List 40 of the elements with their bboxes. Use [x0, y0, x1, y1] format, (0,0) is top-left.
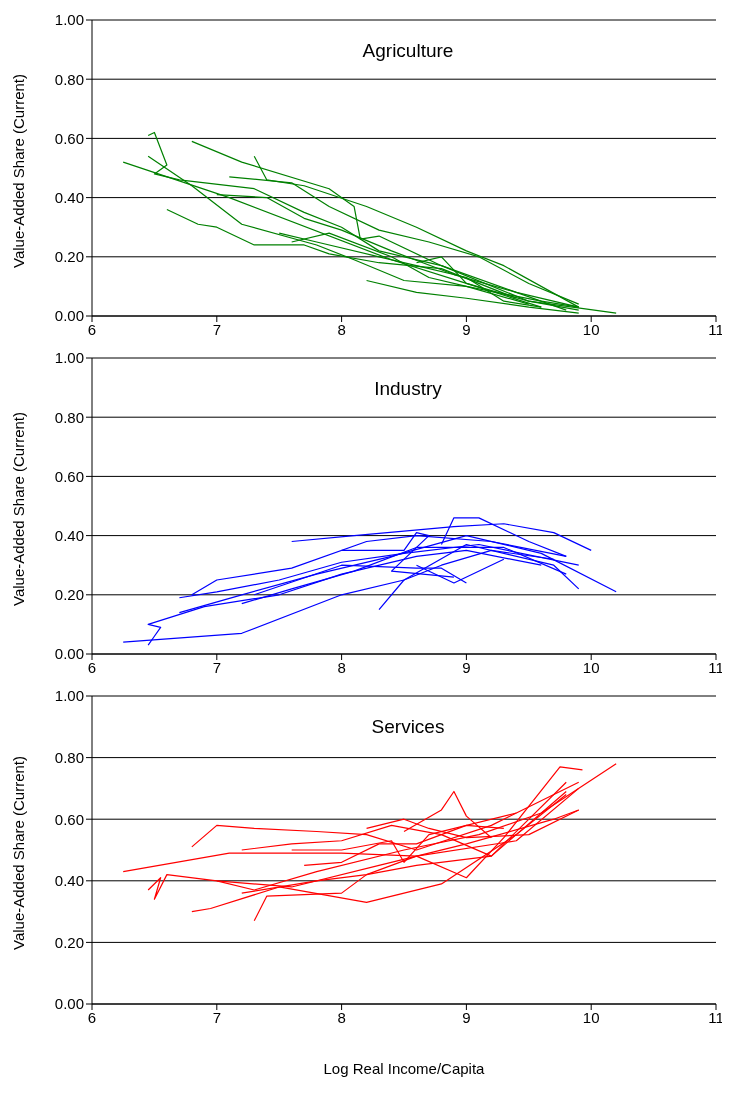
y-axis-title: Value-Added Share (Current): [10, 74, 28, 268]
y-tick-label: 0.20: [54, 586, 84, 604]
y-axis-title: Value-Added Share (Current): [10, 412, 28, 606]
y-tick-label: 0.60: [54, 810, 84, 828]
y-tick-label: 0.80: [54, 70, 84, 88]
x-tick-label: 9: [462, 658, 471, 676]
x-tick-label: 9: [462, 320, 471, 338]
x-tick-label: 6: [87, 320, 97, 338]
y-tick-label: 1.00: [54, 349, 84, 367]
x-tick-label: 10: [582, 1008, 600, 1026]
y-tick-label: 0.00: [54, 995, 84, 1013]
y-tick-label: 0.40: [54, 872, 84, 890]
y-tick-label: 0.20: [54, 248, 84, 266]
y-tick-label: 0.80: [54, 748, 84, 766]
x-tick-label: 10: [582, 658, 600, 676]
x-tick-label: 7: [212, 320, 221, 338]
x-tick-label: 7: [212, 658, 221, 676]
y-tick-label: 0.00: [54, 645, 84, 663]
y-tick-label: 0.40: [54, 526, 84, 544]
x-tick-label: 7: [212, 1008, 221, 1026]
x-tick-label: 6: [87, 658, 97, 676]
y-tick-label: 0.20: [54, 933, 84, 951]
y-tick-label: 0.40: [54, 188, 84, 206]
y-tick-label: 0.60: [54, 467, 84, 485]
y-tick-label: 1.00: [54, 687, 84, 705]
x-axis-title: Log Real Income/Capita: [323, 1060, 486, 1077]
y-tick-label: 0.80: [54, 408, 84, 426]
x-tick-label: 6: [87, 1008, 97, 1026]
text: Services: [370, 716, 446, 738]
x-tick-label: 10: [582, 320, 600, 338]
text: Industry: [373, 378, 443, 400]
x-tick-label: 8: [337, 320, 346, 338]
x-tick-label: 8: [337, 1008, 346, 1026]
y-axis-title: Value-Added Share (Current): [10, 756, 28, 950]
y-tick-label: 0.60: [54, 129, 84, 147]
y-tick-label: 0.00: [54, 307, 84, 325]
x-tick-label: 9: [462, 1008, 471, 1026]
x-tick-label: 8: [337, 658, 346, 676]
text: Agriculture: [361, 40, 455, 62]
y-tick-label: 1.00: [54, 11, 84, 29]
